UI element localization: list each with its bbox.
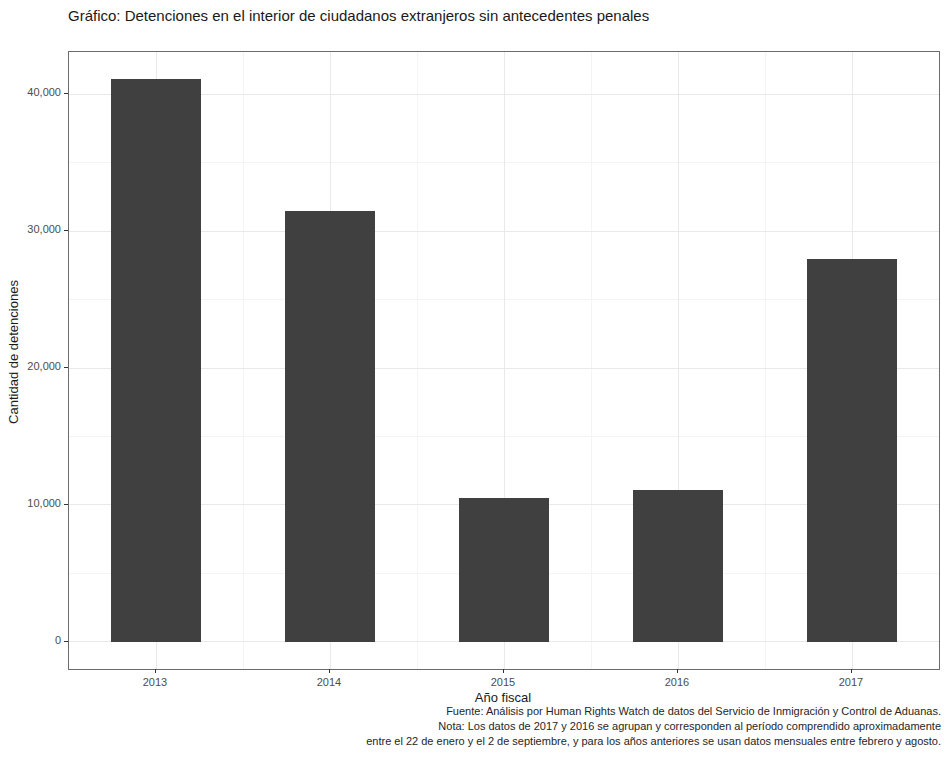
x-tick-mark (155, 669, 156, 673)
x-tick-mark (329, 669, 330, 673)
bar-2016 (633, 490, 723, 642)
source-caption: Fuente: Análisis por Human Rights Watch … (5, 704, 941, 749)
y-tick-label: 40,000 (0, 86, 61, 98)
y-tick-label: 30,000 (0, 223, 61, 235)
x-tick-label: 2017 (811, 676, 891, 688)
plot-panel (68, 51, 940, 670)
x-axis-title-label: Año fiscal (68, 690, 938, 705)
x-tick-label: 2014 (289, 676, 369, 688)
chart-title: Gráfico: Detenciones en el interior de c… (68, 7, 649, 24)
x-tick-mark (677, 669, 678, 673)
caption-line-nota: Nota: Los datos de 2017 y 2016 se agrupa… (5, 719, 941, 734)
x-tick-mark (503, 669, 504, 673)
y-tick-label: 20,000 (0, 360, 61, 372)
bar-2014 (285, 211, 375, 642)
y-tick-label: 0 (0, 634, 61, 646)
caption-line-nota-cont: entre el 22 de enero y el 2 de septiembr… (5, 734, 941, 749)
y-tick-mark (64, 230, 68, 231)
grid-minor-vertical (591, 52, 592, 669)
grid-minor-vertical (243, 52, 244, 669)
x-tick-label: 2016 (637, 676, 717, 688)
caption-line-fuente: Fuente: Análisis por Human Rights Watch … (5, 704, 941, 719)
bar-2015 (459, 498, 549, 642)
y-tick-label: 10,000 (0, 497, 61, 509)
y-tick-mark (64, 93, 68, 94)
grid-minor-vertical (417, 52, 418, 669)
y-tick-mark (64, 367, 68, 368)
grid-minor-vertical (765, 52, 766, 669)
y-tick-mark (64, 641, 68, 642)
y-axis-title-label: Cantidad de detenciones (6, 280, 21, 424)
x-tick-label: 2015 (463, 676, 543, 688)
x-tick-mark (851, 669, 852, 673)
bar-2017 (807, 259, 897, 642)
y-tick-mark (64, 504, 68, 505)
bar-2013 (111, 79, 201, 641)
bar-chart-figure: Gráfico: Detenciones en el interior de c… (0, 0, 946, 757)
x-tick-label: 2013 (115, 676, 195, 688)
